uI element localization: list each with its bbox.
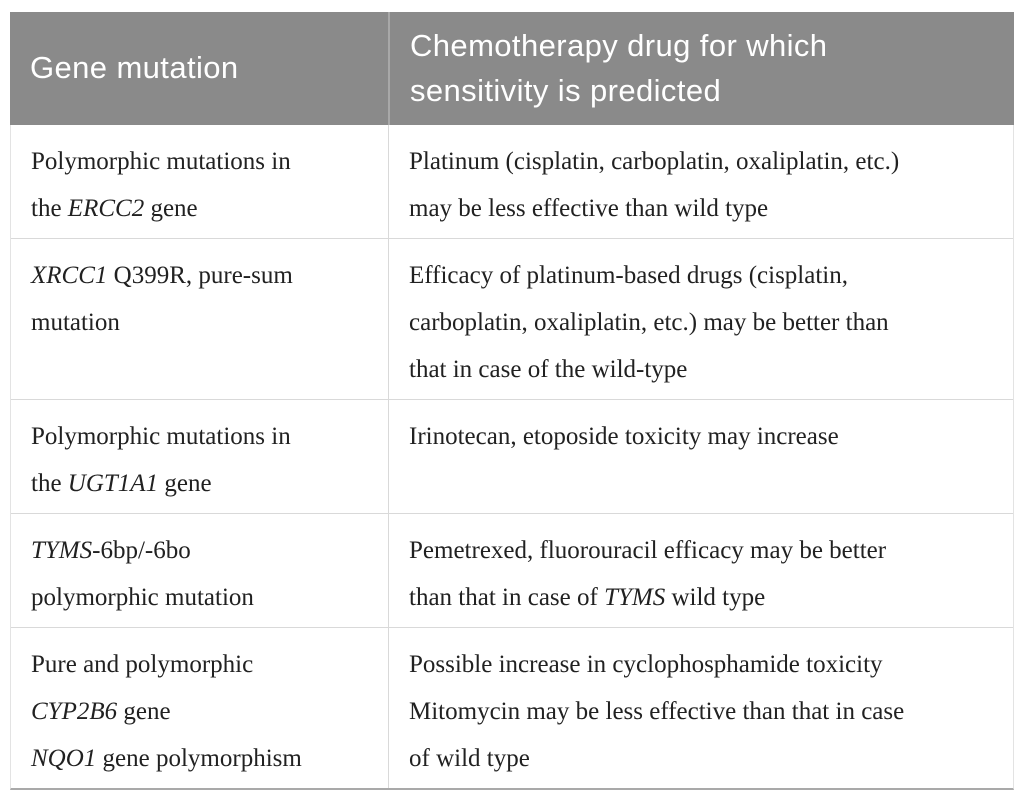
gene-mutation-cell: Polymorphic mutations in the ERCC2 gene xyxy=(31,148,291,222)
gene-mutation-cell: Pure and polymorphic CYP2B6 gene NQO1 gene… xyxy=(31,651,302,772)
drug-sensitivity-cell: Possible increase in cyclophosphamide to… xyxy=(388,628,1013,788)
table-row: TYMS-6bp/-6bo polymorphic mutation Pemetr… xyxy=(11,514,1013,628)
table-row: XRCC1 Q399R, pure-sum mutation Efficacy o… xyxy=(11,239,1013,400)
table-body: Polymorphic mutations in the ERCC2 gene P… xyxy=(10,125,1014,790)
table-row: Polymorphic mutations in the ERCC2 gene P… xyxy=(11,125,1013,239)
gene-mutation-cell: Polymorphic mutations in the UGT1A1 gene xyxy=(31,423,291,497)
column-header-chemotherapy-drug: Chemotherapy drug for which sensitivity i… xyxy=(388,12,1014,125)
table-row: Pure and polymorphic CYP2B6 gene NQO1 gene… xyxy=(11,628,1013,788)
drug-sensitivity-cell: Pemetrexed, fluorouracil efficacy may be… xyxy=(388,514,1013,627)
gene-mutation-cell: XRCC1 Q399R, pure-sum mutation xyxy=(31,262,293,336)
gene-mutation-cell: TYMS-6bp/-6bo polymorphic mutation xyxy=(31,537,254,611)
column-header-chemotherapy-drug-label: Chemotherapy drug for which sensitivity i… xyxy=(410,27,828,108)
drug-sensitivity-cell: Efficacy of platinum-based drugs (cispla… xyxy=(388,239,1013,399)
table-row: Polymorphic mutations in the UGT1A1 gene … xyxy=(11,400,1013,514)
column-header-gene-mutation: Gene mutation xyxy=(30,50,239,86)
drug-sensitivity-cell: Platinum (cisplatin, carboplatin, oxalip… xyxy=(388,125,1013,238)
drug-sensitivity-cell: Irinotecan, etoposide toxicity may incre… xyxy=(388,400,1013,513)
table-header-row: Gene mutation Chemotherapy drug for whic… xyxy=(10,12,1014,125)
gene-mutation-table: Gene mutation Chemotherapy drug for whic… xyxy=(10,12,1014,790)
